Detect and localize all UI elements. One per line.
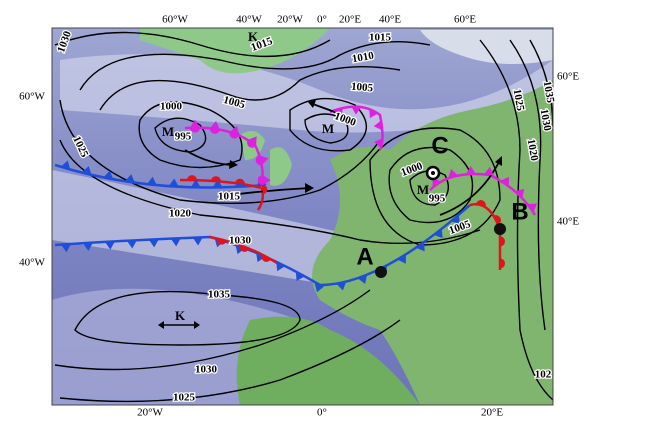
isobar-label: 1030 <box>538 108 554 132</box>
isobar-label: 1035 <box>541 80 557 104</box>
isobar-label: 1020 <box>525 138 541 162</box>
point: A <box>356 243 373 270</box>
isobar-label: 1005 <box>351 81 374 95</box>
pressure-center: M <box>162 124 174 139</box>
point: B <box>511 198 528 225</box>
isobar-label: 1020 <box>169 208 192 220</box>
isobar-label: 1030 <box>229 235 252 247</box>
satellite-image <box>52 28 553 405</box>
top-label: 20°E <box>339 14 361 26</box>
point: C <box>431 132 448 159</box>
pressure-center: M <box>322 121 334 136</box>
bottom-label: 0° <box>317 407 327 419</box>
isobar-label: 995 <box>429 193 446 205</box>
top-label: 40°W <box>236 14 262 26</box>
left-label: 40°W <box>19 257 45 269</box>
isobar-label: 995 <box>175 131 192 143</box>
top-label: 40°E <box>379 14 401 26</box>
point-marker <box>375 266 387 278</box>
isobar-label: 1025 <box>173 392 196 404</box>
right-label: 40°E <box>557 216 579 228</box>
labels: 60°W 40°W 20°W 0° 20°E 40°E 60°E 60°W 40°W 60°E 40… <box>19 14 579 419</box>
top-label: 60°W <box>162 14 188 26</box>
isobar-label: 1015 <box>369 32 392 44</box>
isobar-label: 1030 <box>195 364 218 376</box>
top-label: 0° <box>317 14 327 26</box>
right-label: 60°E <box>557 71 579 83</box>
top-label: 20°W <box>277 14 303 26</box>
pressure-center: K <box>248 29 259 44</box>
bottom-label: 20°W <box>137 407 163 419</box>
left-label: 60°W <box>19 91 45 103</box>
isobar-label: 1025 <box>511 88 527 112</box>
top-label: 60°E <box>454 14 476 26</box>
isobar-label: 1010 <box>351 50 375 66</box>
isobar-label: 1035 <box>208 289 231 301</box>
isobar-label: 1000 <box>160 101 183 113</box>
bottom-label: 20°E <box>481 407 503 419</box>
isobar-label: 1015 <box>218 191 241 203</box>
pressure-center: M <box>417 182 429 197</box>
pressure-center: K <box>175 308 186 323</box>
point-marker <box>494 223 506 235</box>
isobar-label: 102 <box>535 369 552 381</box>
